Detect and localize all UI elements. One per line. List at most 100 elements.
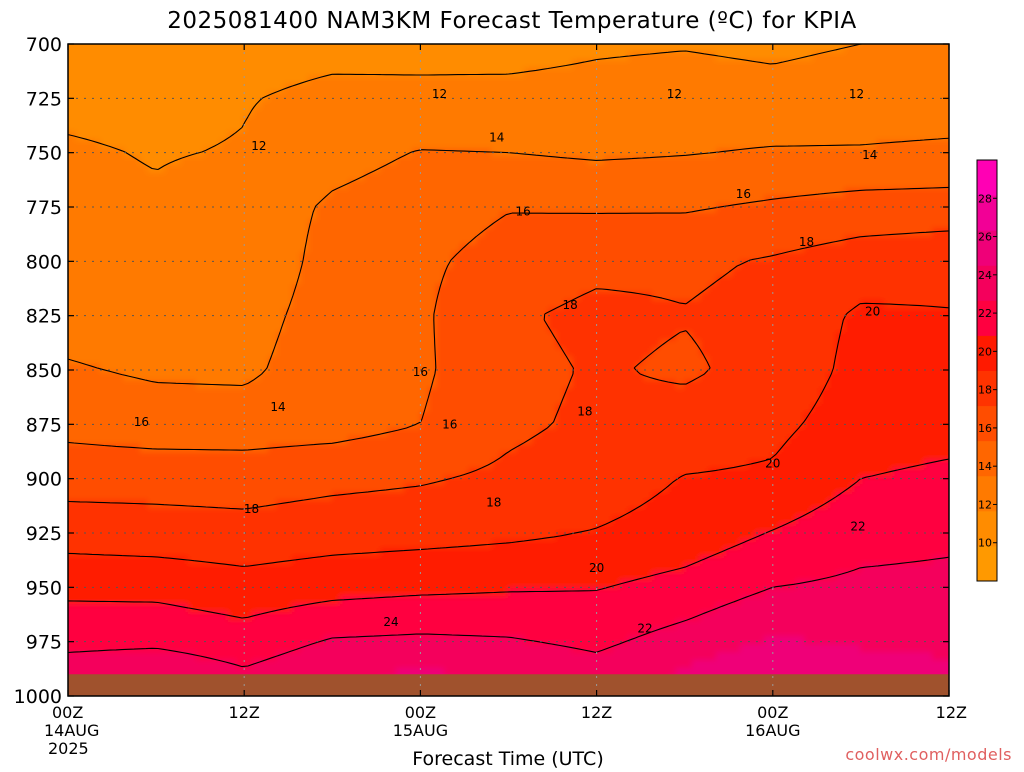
field-cell xyxy=(348,428,357,437)
field-cell xyxy=(188,116,197,125)
field-cell xyxy=(308,412,317,421)
field-cell xyxy=(292,700,301,709)
field-cell xyxy=(236,116,245,125)
field-cell xyxy=(108,68,117,77)
field-cell xyxy=(156,524,165,533)
field-cell xyxy=(132,476,141,485)
field-cell xyxy=(420,532,429,541)
field-cell xyxy=(428,228,437,237)
field-cell xyxy=(500,292,509,301)
field-cell xyxy=(284,148,293,157)
field-cell xyxy=(364,396,373,405)
field-cell xyxy=(500,276,509,285)
field-cell xyxy=(332,276,341,285)
field-cell xyxy=(428,172,437,181)
field-cell xyxy=(532,228,541,237)
field-cell xyxy=(524,524,533,533)
field-cell xyxy=(420,180,429,189)
field-cell xyxy=(84,148,93,157)
field-cell xyxy=(532,324,541,333)
field-cell xyxy=(196,284,205,293)
field-cell xyxy=(100,348,109,357)
field-cell xyxy=(116,484,125,493)
field-cell xyxy=(388,124,397,133)
field-cell xyxy=(188,300,197,309)
field-cell xyxy=(324,300,333,309)
field-cell xyxy=(412,76,421,85)
field-cell xyxy=(276,348,285,357)
field-cell xyxy=(476,308,485,317)
field-cell xyxy=(428,84,437,93)
field-cell xyxy=(172,124,181,133)
field-cell xyxy=(428,548,437,557)
field-cell xyxy=(372,380,381,389)
field-cell xyxy=(388,284,397,293)
field-cell xyxy=(284,260,293,269)
field-cell xyxy=(228,300,237,309)
field-cell xyxy=(484,84,493,93)
field-cell xyxy=(268,652,277,661)
field-cell xyxy=(100,620,109,629)
field-cell xyxy=(212,252,221,261)
field-cell xyxy=(316,700,325,709)
field-cell xyxy=(284,548,293,557)
field-cell xyxy=(220,308,229,317)
field-cell xyxy=(436,324,445,333)
field-cell xyxy=(324,572,333,581)
field-cell xyxy=(284,452,293,461)
field-cell xyxy=(260,148,269,157)
field-cell xyxy=(380,508,389,517)
field-cell xyxy=(164,212,173,221)
field-cell xyxy=(420,148,429,157)
field-cell xyxy=(332,60,341,69)
field-cell xyxy=(148,108,157,117)
field-cell xyxy=(164,44,173,53)
field-cell xyxy=(244,612,253,621)
field-cell xyxy=(492,332,501,341)
field-cell xyxy=(276,388,285,397)
field-cell xyxy=(204,580,213,589)
field-cell xyxy=(468,204,477,213)
field-cell xyxy=(132,596,141,605)
field-cell xyxy=(172,412,181,421)
field-cell xyxy=(148,412,157,421)
field-cell xyxy=(188,148,197,157)
field-cell xyxy=(332,380,341,389)
field-cell xyxy=(500,540,509,549)
field-cell xyxy=(348,660,357,669)
field-cell xyxy=(180,60,189,69)
field-cell xyxy=(228,68,237,77)
field-cell xyxy=(300,124,309,133)
field-cell xyxy=(308,596,317,605)
field-cell xyxy=(388,68,397,77)
field-cell xyxy=(388,252,397,261)
field-cell xyxy=(204,244,213,253)
field-cell xyxy=(252,284,261,293)
field-cell xyxy=(348,84,357,93)
field-cell xyxy=(364,156,373,165)
field-cell xyxy=(188,156,197,165)
field-cell xyxy=(308,108,317,117)
field-cell xyxy=(196,180,205,189)
field-cell xyxy=(204,68,213,77)
field-cell xyxy=(340,404,349,413)
field-cell xyxy=(252,324,261,333)
field-cell xyxy=(420,268,429,277)
field-cell xyxy=(356,60,365,69)
field-cell xyxy=(332,620,341,629)
field-cell xyxy=(140,252,149,261)
field-cell xyxy=(140,308,149,317)
field-cell xyxy=(276,140,285,149)
field-cell xyxy=(156,596,165,605)
field-cell xyxy=(268,452,277,461)
field-cell xyxy=(252,196,261,205)
field-cell xyxy=(228,276,237,285)
field-cell xyxy=(444,340,453,349)
field-cell xyxy=(484,164,493,173)
field-cell xyxy=(404,108,413,117)
field-cell xyxy=(484,604,493,613)
field-cell xyxy=(492,620,501,629)
field-cell xyxy=(332,316,341,325)
field-cell xyxy=(332,428,341,437)
field-cell xyxy=(388,620,397,629)
